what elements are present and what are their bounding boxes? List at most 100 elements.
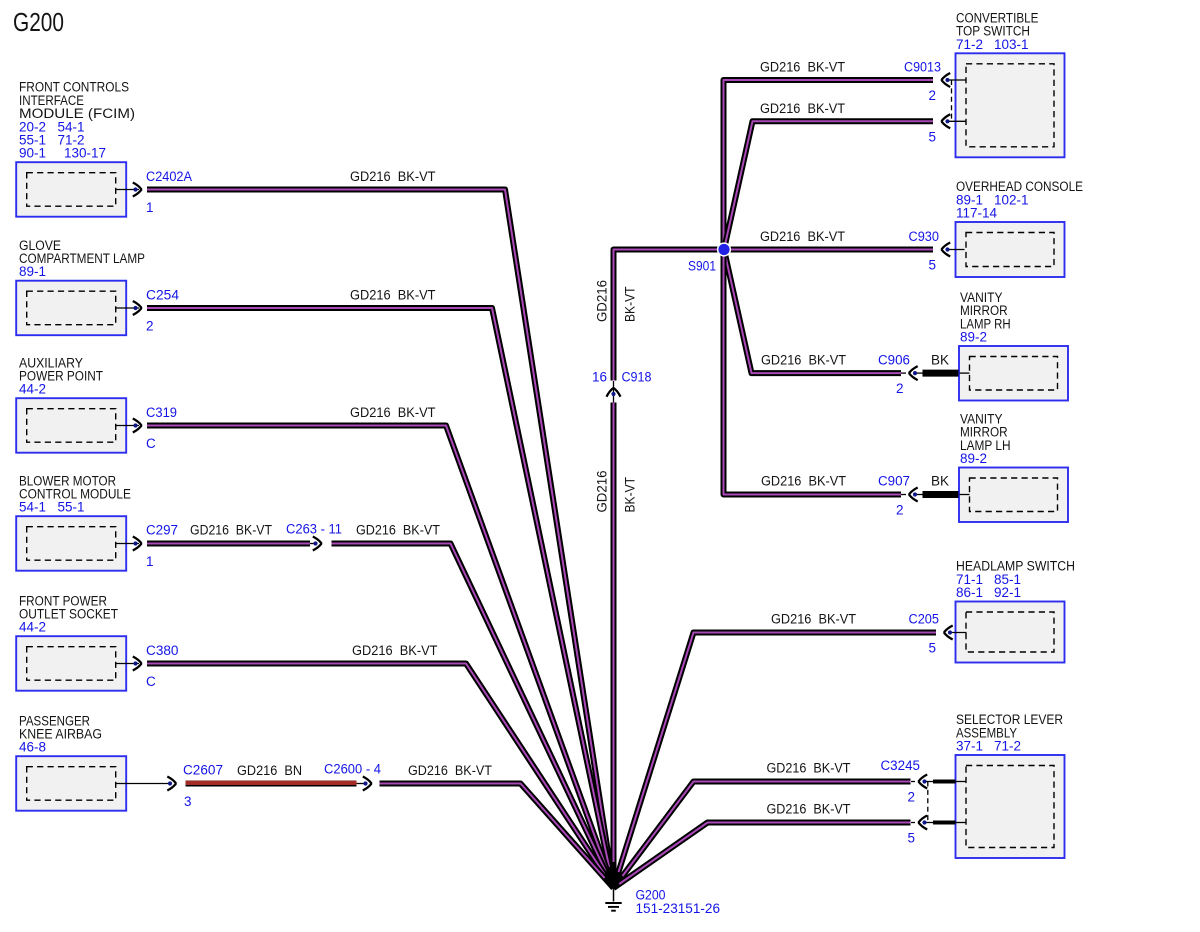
svg-text:C297: C297: [146, 523, 178, 538]
svg-text:FRONT POWER: FRONT POWER: [19, 593, 107, 608]
svg-text:POWER POINT: POWER POINT: [19, 369, 103, 384]
svg-text:C2402A: C2402A: [146, 169, 192, 184]
svg-text:46-8: 46-8: [19, 740, 46, 755]
svg-text:C906: C906: [878, 352, 910, 367]
svg-text:5: 5: [928, 258, 936, 273]
svg-text:44-2: 44-2: [19, 382, 46, 397]
svg-text:PASSENGER: PASSENGER: [19, 713, 90, 728]
svg-text:71-2: 71-2: [994, 739, 1021, 754]
svg-text:CONTROL MODULE: CONTROL MODULE: [19, 487, 131, 502]
svg-text:55-1: 55-1: [58, 500, 85, 515]
svg-text:INTERFACE: INTERFACE: [19, 93, 84, 108]
svg-text:GD216: GD216: [594, 471, 609, 513]
svg-text:SELECTOR LEVER: SELECTOR LEVER: [956, 712, 1063, 727]
svg-text:C254: C254: [146, 288, 179, 303]
svg-text:16: 16: [592, 370, 607, 385]
svg-text:71-1: 71-1: [956, 572, 983, 587]
svg-text:OUTLET SOCKET: OUTLET SOCKET: [19, 607, 118, 622]
svg-text:OVERHEAD CONSOLE: OVERHEAD CONSOLE: [956, 179, 1083, 194]
svg-text:1: 1: [146, 554, 154, 569]
svg-text:LAMP RH: LAMP RH: [960, 316, 1011, 331]
svg-text:C: C: [146, 436, 156, 451]
svg-text:5: 5: [928, 641, 936, 656]
svg-text:C: C: [146, 674, 156, 689]
svg-text:C380: C380: [146, 643, 179, 658]
svg-text:102-1: 102-1: [994, 192, 1029, 207]
svg-text:92-1: 92-1: [994, 585, 1021, 600]
svg-text:MIRROR: MIRROR: [960, 303, 1008, 318]
svg-text:GLOVE: GLOVE: [19, 238, 61, 253]
svg-text:GD216 BK-VT: GD216 BK-VT: [767, 761, 851, 776]
svg-text:GD216 BK-VT: GD216 BK-VT: [408, 763, 492, 778]
svg-text:BLOWER MOTOR: BLOWER MOTOR: [19, 473, 116, 488]
svg-text:GD216 BK-VT: GD216 BK-VT: [190, 523, 272, 538]
svg-text:5: 5: [907, 831, 915, 846]
svg-text:LAMP LH: LAMP LH: [960, 438, 1011, 453]
svg-text:C205: C205: [909, 612, 940, 627]
svg-text:CONVERTIBLE: CONVERTIBLE: [956, 10, 1039, 25]
svg-text:C3245: C3245: [881, 758, 921, 773]
svg-text:TOP SWITCH: TOP SWITCH: [956, 24, 1030, 39]
svg-text:HEADLAMP SWITCH: HEADLAMP SWITCH: [956, 559, 1075, 574]
svg-text:COMPARTMENT LAMP: COMPARTMENT LAMP: [19, 251, 145, 266]
svg-text:44-2: 44-2: [19, 620, 46, 635]
svg-text:C930: C930: [909, 229, 940, 244]
svg-text:GD216 BK-VT: GD216 BK-VT: [356, 523, 440, 538]
svg-text:1: 1: [146, 200, 154, 215]
svg-text:103-1: 103-1: [994, 37, 1029, 52]
svg-text:VANITY: VANITY: [960, 290, 1003, 305]
svg-text:89-2: 89-2: [960, 330, 987, 345]
svg-text:89-2: 89-2: [960, 451, 987, 466]
svg-text:3: 3: [184, 794, 192, 809]
svg-text:2: 2: [928, 88, 936, 103]
svg-text:GD216 BK-VT: GD216 BK-VT: [771, 612, 856, 627]
svg-text:BK-VT: BK-VT: [622, 287, 637, 323]
svg-text:GD216 BK-VT: GD216 BK-VT: [760, 229, 845, 244]
svg-text:GD216 BK-VT: GD216 BK-VT: [350, 169, 436, 184]
svg-text:5: 5: [928, 129, 936, 144]
svg-text:BK: BK: [931, 352, 949, 367]
svg-text:2: 2: [146, 319, 154, 334]
svg-text:89-1: 89-1: [19, 264, 46, 279]
svg-text:GD216 BK-VT: GD216 BK-VT: [767, 802, 851, 817]
svg-text:C9013: C9013: [904, 60, 941, 75]
svg-text:C2607: C2607: [183, 763, 223, 778]
svg-text:85-1: 85-1: [994, 572, 1021, 587]
svg-text:2: 2: [896, 381, 904, 396]
svg-text:VANITY: VANITY: [960, 411, 1003, 426]
svg-text:89-1: 89-1: [956, 192, 983, 207]
svg-text:151-23151-26: 151-23151-26: [636, 901, 721, 916]
svg-text:MIRROR: MIRROR: [960, 425, 1008, 440]
svg-text:GD216 BK-VT: GD216 BK-VT: [761, 474, 846, 489]
svg-text:FRONT CONTROLS: FRONT CONTROLS: [19, 80, 129, 95]
svg-text:GD216 BN: GD216 BN: [237, 763, 302, 778]
svg-text:GD216 BK-VT: GD216 BK-VT: [352, 643, 438, 658]
svg-text:GD216 BK-VT: GD216 BK-VT: [760, 101, 845, 116]
svg-text:C263 - 11: C263 - 11: [286, 522, 342, 537]
svg-text:55-1: 55-1: [19, 133, 46, 148]
svg-text:130-17: 130-17: [64, 146, 106, 161]
svg-text:71-2: 71-2: [956, 37, 983, 52]
svg-text:117-14: 117-14: [956, 206, 998, 221]
svg-text:G200: G200: [636, 888, 666, 903]
svg-text:C918: C918: [622, 370, 652, 385]
svg-text:71-2: 71-2: [58, 133, 85, 148]
svg-text:GD216 BK-VT: GD216 BK-VT: [761, 352, 846, 367]
svg-text:GD216 BK-VT: GD216 BK-VT: [350, 288, 436, 303]
svg-text:37-1: 37-1: [956, 739, 983, 754]
svg-text:GD216 BK-VT: GD216 BK-VT: [760, 60, 845, 75]
svg-text:G200: G200: [13, 9, 64, 37]
svg-text:ASSEMBLY: ASSEMBLY: [956, 725, 1017, 740]
svg-text:54-1: 54-1: [58, 119, 85, 134]
svg-text:2: 2: [907, 790, 915, 805]
svg-text:KNEE AIRBAG: KNEE AIRBAG: [19, 727, 102, 742]
svg-text:86-1: 86-1: [956, 585, 983, 600]
svg-text:BK-VT: BK-VT: [622, 477, 637, 513]
svg-text:2: 2: [896, 503, 904, 518]
svg-text:C907: C907: [878, 474, 910, 489]
svg-text:S901: S901: [688, 259, 716, 274]
svg-text:C319: C319: [146, 405, 177, 420]
svg-text:C2600 - 4: C2600 - 4: [324, 762, 381, 777]
svg-text:AUXILIARY: AUXILIARY: [19, 355, 83, 370]
svg-text:20-2: 20-2: [19, 119, 46, 134]
